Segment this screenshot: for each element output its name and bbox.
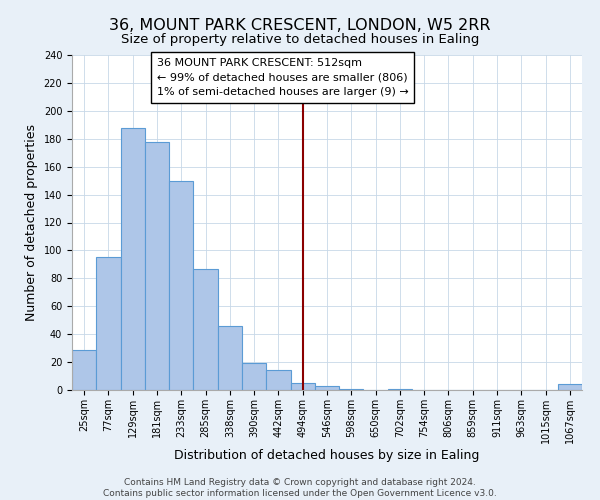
- Text: Size of property relative to detached houses in Ealing: Size of property relative to detached ho…: [121, 32, 479, 46]
- Bar: [96, 258, 121, 390]
- Text: 36, MOUNT PARK CRESCENT, LONDON, W5 2RR: 36, MOUNT PARK CRESCENT, LONDON, W5 2RR: [109, 18, 491, 32]
- Bar: [169, 180, 193, 390]
- Bar: [72, 350, 96, 390]
- Bar: [242, 364, 266, 390]
- Text: Contains HM Land Registry data © Crown copyright and database right 2024.
Contai: Contains HM Land Registry data © Crown c…: [103, 478, 497, 498]
- Bar: [193, 268, 218, 390]
- Y-axis label: Number of detached properties: Number of detached properties: [25, 124, 38, 321]
- Bar: [290, 383, 315, 390]
- Bar: [558, 384, 582, 390]
- Bar: [315, 386, 339, 390]
- Bar: [266, 370, 290, 390]
- Bar: [121, 128, 145, 390]
- Bar: [145, 142, 169, 390]
- X-axis label: Distribution of detached houses by size in Ealing: Distribution of detached houses by size …: [175, 448, 479, 462]
- Text: 36 MOUNT PARK CRESCENT: 512sqm
← 99% of detached houses are smaller (806)
1% of : 36 MOUNT PARK CRESCENT: 512sqm ← 99% of …: [157, 58, 409, 98]
- Bar: [388, 388, 412, 390]
- Bar: [218, 326, 242, 390]
- Bar: [339, 388, 364, 390]
